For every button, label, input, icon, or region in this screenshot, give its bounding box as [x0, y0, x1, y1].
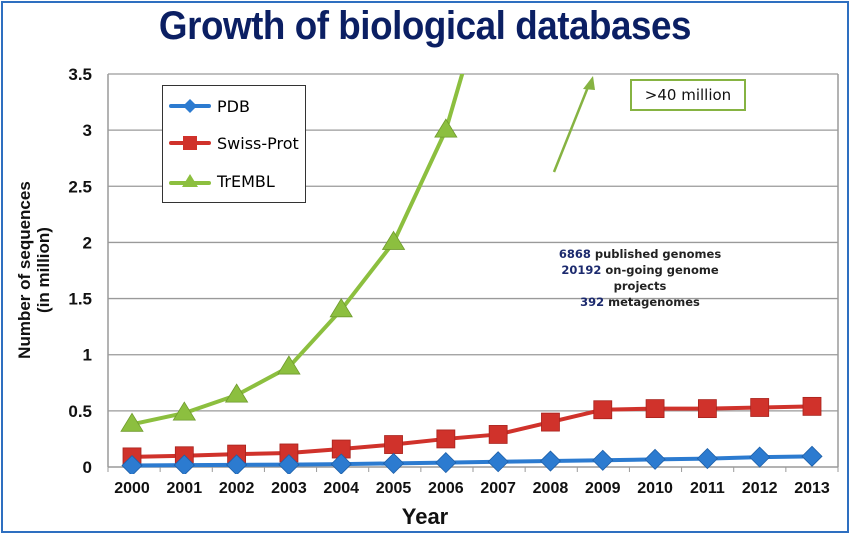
series-line: [131, 74, 465, 427]
data-point-square: [593, 400, 613, 420]
data-point-square: [645, 399, 665, 419]
data-point-triangle: [172, 401, 197, 421]
data-point-diamond: [330, 453, 352, 474]
y-tick-label: 2: [83, 233, 92, 252]
legend-label: Swiss-Prot: [217, 133, 299, 153]
arrow-head: [583, 76, 595, 90]
arrow-shaft: [552, 81, 592, 173]
data-point-square: [802, 396, 822, 416]
y-tick-label: 0: [83, 458, 92, 477]
y-tick-label: 1: [83, 346, 92, 365]
x-tick-label: 2004: [323, 480, 359, 497]
y-axis-label: Number of sequences (in million): [15, 181, 53, 359]
data-point-diamond: [121, 454, 143, 474]
x-tick-label: 2009: [585, 480, 621, 497]
data-point-diamond: [226, 454, 248, 474]
data-point-triangle: [381, 230, 406, 250]
legend-label: TrEMBL: [217, 171, 275, 191]
y-tick-label: 2.5: [68, 177, 92, 196]
x-tick-label: 2008: [533, 480, 569, 497]
data-point-diamond: [173, 454, 195, 474]
data-point-diamond: [278, 454, 300, 474]
data-point-diamond: [749, 446, 771, 468]
data-point-square: [697, 399, 717, 419]
series-trembl: [120, 74, 465, 432]
note-line: 20192 on-going genome projects: [561, 263, 719, 293]
y-tick-label: 3: [83, 121, 92, 140]
series-pdb: [121, 445, 823, 474]
data-point-triangle: [224, 383, 249, 403]
data-point-diamond: [801, 445, 823, 467]
x-tick-label: 2000: [114, 480, 150, 497]
data-point-square: [750, 398, 770, 417]
data-point-diamond: [696, 448, 718, 470]
data-point-diamond: [539, 450, 562, 472]
data-point-triangle: [434, 118, 458, 138]
diamond-marker-icon: [169, 99, 211, 113]
note-line: 392 metagenomes: [580, 295, 700, 309]
x-tick-label: 2003: [271, 480, 307, 497]
data-point-square: [541, 412, 560, 432]
data-point-square: [488, 425, 508, 444]
data-point-diamond: [592, 449, 614, 471]
legend-item-trembl: TrEMBL: [169, 169, 275, 193]
callout-box: >40 million: [630, 79, 746, 111]
series-swiss-prot: [122, 396, 822, 467]
chart-title: Growth of biological databases: [158, 4, 692, 48]
growth-arrow: [552, 76, 595, 173]
x-axis-label: Year: [401, 504, 449, 529]
y-tick-label: 3.5: [68, 65, 92, 84]
legend-item-pdb: PDB: [169, 94, 250, 118]
data-point-triangle: [329, 298, 353, 318]
legend-item-swiss-prot: Swiss-Prot: [169, 131, 299, 155]
square-marker-icon: [169, 136, 211, 150]
x-tick-label: 2007: [480, 480, 516, 497]
data-point-square: [436, 429, 456, 449]
x-tick-label: 2012: [742, 480, 778, 497]
x-tick-label: 2010: [637, 480, 673, 497]
data-point-diamond: [382, 452, 405, 474]
x-tick-label: 2001: [167, 480, 203, 497]
chart-legend: PDB Swiss-Prot TrEMBL: [162, 85, 306, 203]
y-tick-label: 1.5: [68, 290, 92, 309]
x-tick-label: 2011: [690, 480, 725, 497]
x-tick-label: 2002: [219, 480, 255, 497]
y-tick-label: 0.5: [68, 402, 92, 421]
triangle-marker-icon: [169, 174, 211, 187]
data-point-diamond: [487, 451, 509, 473]
x-tick-label: 2013: [794, 480, 830, 497]
data-point-diamond: [435, 452, 457, 474]
x-tick-label: 2006: [428, 480, 464, 497]
data-point-triangle: [120, 412, 144, 432]
data-point-triangle: [277, 355, 301, 375]
x-tick-label: 2005: [376, 480, 412, 497]
note-line: 6868 published genomes: [558, 247, 722, 261]
genome-stats-note: 6868 published genomes 20192 on-going ge…: [540, 246, 740, 310]
legend-label: PDB: [217, 96, 250, 116]
data-point-diamond: [644, 448, 666, 470]
data-point-square: [384, 435, 403, 454]
